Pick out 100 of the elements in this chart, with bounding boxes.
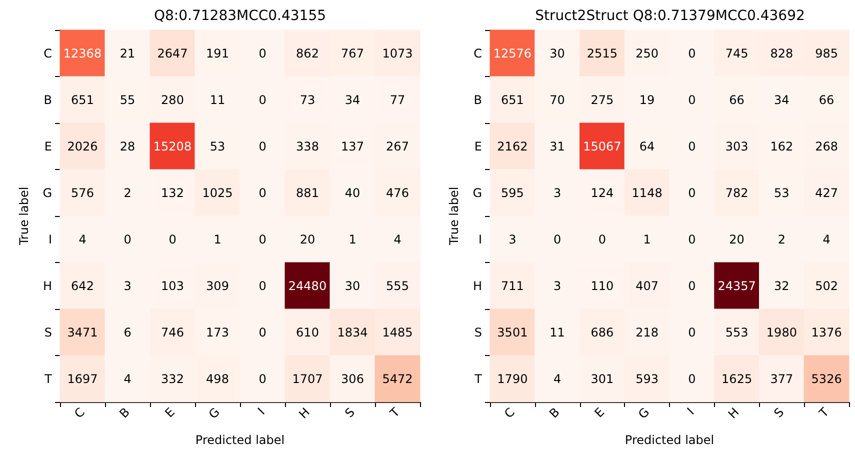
data-label: 12576 [493,46,532,60]
data-label: 1790 [497,372,528,386]
y-tick-label: C [474,46,482,60]
y-tick-label: G [42,186,52,200]
data-label: 4 [822,232,830,246]
x-tick-label: I [684,405,697,418]
x-tick-label: T [386,404,403,421]
y-tick-label: C [44,46,52,60]
data-label: 124 [590,186,614,200]
x-tick-label: S [342,405,358,420]
data-label: 268 [815,139,838,154]
data-label: 0 [688,325,696,340]
data-label: 77 [390,92,406,107]
data-label: 686 [590,325,614,340]
data-label: 20 [300,232,316,246]
data-label: 555 [386,278,409,293]
chart-title: Q8:0.71283MCC0.43155 [154,8,326,24]
data-label: 30 [344,278,360,293]
data-label: 70 [550,92,565,107]
data-label: 21 [120,46,136,60]
y-tick-label: E [474,139,482,154]
data-label: 476 [386,186,409,200]
x-tick-label: H [725,405,742,422]
data-label: 1376 [811,325,842,340]
data-label: 0 [688,372,696,386]
data-label: 66 [729,92,744,107]
data-label: 0 [688,186,696,200]
data-label: 2515 [586,46,618,60]
data-label: 745 [725,46,748,60]
data-label: 651 [71,92,94,107]
data-label: 3 [553,186,562,200]
data-label: 301 [590,372,614,386]
data-label: 2026 [67,139,98,154]
data-label: 11 [210,92,226,107]
data-label: 32 [774,278,790,293]
data-label: 250 [636,46,659,60]
data-label: 11 [550,325,565,340]
data-label: 280 [161,92,184,107]
data-label: 64 [639,139,655,154]
x-tick-label: I [255,405,268,418]
data-label: 2 [778,232,786,246]
data-label: 651 [500,92,524,107]
data-label: 20 [729,232,744,246]
data-label: 3471 [67,325,98,340]
y-tick-label: S [474,325,482,340]
data-label: 746 [161,325,184,340]
data-label: 576 [71,186,94,200]
data-label: 137 [341,139,364,154]
data-label: 502 [815,278,838,293]
data-label: 5472 [382,372,413,386]
data-label: 55 [120,92,136,107]
y-tick-label: S [44,325,52,340]
data-label: 306 [341,372,364,386]
data-label: 309 [206,278,229,293]
data-label: 985 [815,46,838,60]
data-label: 1025 [202,186,233,200]
y-tick-label: B [44,92,52,107]
data-label: 73 [300,92,316,107]
data-label: 66 [818,92,834,107]
data-label: 3501 [497,325,528,340]
data-label: 34 [344,92,360,107]
x-tick-label: C [502,405,518,421]
data-label: 593 [636,372,659,386]
x-tick-label: G [636,405,652,422]
data-label: 0 [258,92,266,107]
data-label: 2162 [497,139,528,154]
data-label: 303 [725,139,748,154]
data-label: 218 [636,325,659,340]
data-label: 0 [124,232,132,246]
data-label: 4 [394,232,402,246]
data-label: 642 [71,278,94,293]
data-label: 103 [161,278,184,293]
data-label: 1 [348,232,356,246]
x-axis-title: Predicted label [624,433,714,447]
data-label: 0 [258,372,266,386]
data-label: 407 [636,278,659,293]
x-tick-label: C [72,405,88,421]
y-axis-title: True label [447,186,461,246]
data-label: 1 [643,232,651,246]
data-label: 2647 [157,46,188,60]
data-label: 24357 [718,278,756,293]
data-label: 595 [500,186,524,200]
data-label: 0 [258,325,266,340]
data-label: 110 [590,278,614,293]
data-label: 0 [258,46,266,60]
data-label: 2 [124,186,132,200]
data-label: 34 [774,92,790,107]
data-label: 862 [296,46,319,60]
data-label: 275 [590,92,614,107]
data-label: 1 [214,232,222,246]
data-label: 4 [78,232,86,246]
data-label: 0 [258,278,266,293]
data-label: 30 [550,46,565,60]
data-label: 881 [296,186,319,200]
data-label: 711 [500,278,524,293]
y-tick-label: T [474,372,483,386]
y-tick-label: I [48,232,52,246]
data-label: 427 [815,186,838,200]
data-label: 0 [688,278,696,293]
data-label: 267 [386,139,409,154]
